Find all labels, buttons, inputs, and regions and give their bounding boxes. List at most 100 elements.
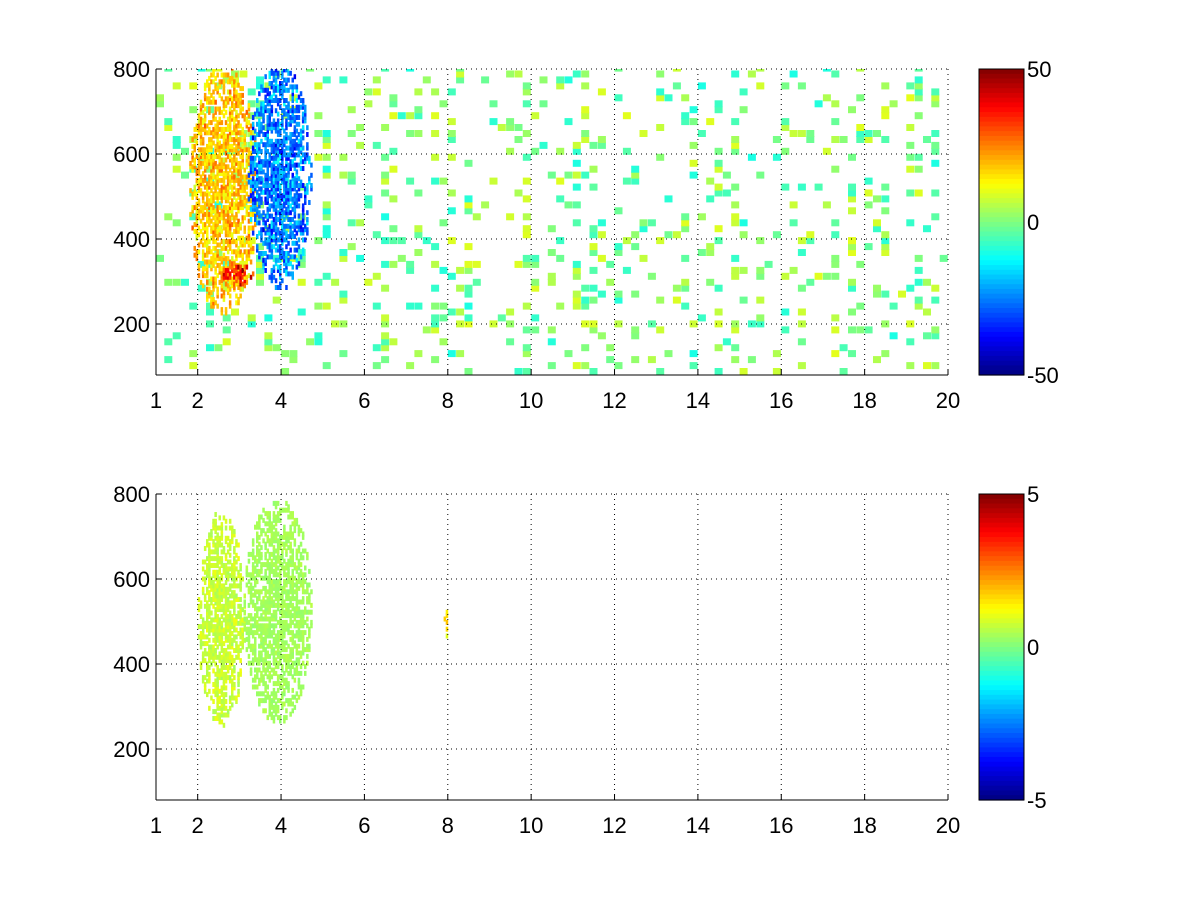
heatmap-cell [283,183,286,188]
heatmap-cell [279,84,282,90]
heatmap-cell [295,633,299,639]
heatmap-cell [489,320,498,328]
heatmap-cell [237,573,240,579]
heatmap-cell [291,664,294,670]
colorbar-segment [979,312,1024,319]
heatmap-cell [297,121,301,127]
heatmap-cell [266,633,269,639]
heatmap-cell [254,128,257,134]
heatmap-cell [226,614,230,619]
heatmap-cell [739,368,748,375]
heatmap-cell [299,562,303,568]
heatmap-cell [299,619,303,625]
colorbar-tick-label: 5 [1027,482,1039,507]
heatmap-cell [281,667,284,673]
heatmap-cell [283,599,286,605]
heatmap-cell [231,191,234,197]
heatmap-cell [206,181,209,187]
heatmap-cell [464,201,473,209]
heatmap-cell [226,256,230,262]
heatmap-cell [260,677,263,683]
heatmap-cell [228,123,232,129]
heatmap-cell [208,222,211,228]
heatmap-cell [289,230,292,236]
heatmap-cell [279,155,282,161]
heatmap-cell [270,84,274,90]
heatmap-cell [214,522,217,528]
heatmap-cell [228,610,232,616]
heatmap-cell [270,531,274,537]
heatmap-cell [287,568,290,574]
heatmap-cell [289,558,292,564]
heatmap-cell [299,599,303,605]
heatmap-cell [299,623,303,629]
heatmap-cell [224,627,228,633]
heatmap-cell [276,704,280,710]
heatmap-cell [231,222,234,228]
heatmap-cell [864,326,873,334]
colorbar-segment [979,83,1024,89]
heatmap-cell [220,215,224,221]
heatmap-cell [270,254,274,260]
heatmap-cell [272,203,276,209]
heatmap-cell [218,133,221,139]
heatmap-cell [258,616,261,622]
heatmap-cell [224,271,228,277]
heatmap-cell [272,500,276,506]
heatmap-cell [222,682,226,687]
heatmap-cell [268,592,271,598]
heatmap-cell [212,522,215,528]
heatmap-cell [256,76,264,84]
heatmap-cell [906,219,915,227]
heatmap-cell [301,630,305,636]
heatmap-cell [231,590,234,596]
heatmap-cell [212,126,215,132]
heatmap-cell [285,162,288,168]
heatmap-cell [254,674,257,680]
heatmap-cell [279,507,282,513]
heatmap-cell [206,266,209,272]
heatmap-cell [281,674,284,680]
heatmap-cell [906,94,915,102]
heatmap-cell [222,133,226,139]
heatmap-cell [239,260,248,268]
heatmap-cell [195,154,199,160]
heatmap-cell [247,88,256,96]
heatmap-cell [283,101,286,107]
heatmap-cell [226,651,230,657]
heatmap-cell [233,665,236,670]
heatmap-cell [293,193,297,199]
heatmap-cell [210,654,213,660]
colorbar-segment [979,551,1024,557]
heatmap-cell [264,230,267,236]
heatmap-cell [291,592,294,598]
heatmap-cell [172,153,181,161]
heatmap-cell [233,106,236,112]
heatmap-cell [214,593,217,599]
heatmap-cell [247,636,251,642]
heatmap-cell [195,208,199,214]
heatmap-cell [226,99,230,105]
heatmap-cell [247,633,251,639]
heatmap-cell [431,260,440,268]
heatmap-cell [831,100,840,108]
heatmap-cell [464,290,473,298]
heatmap-cell [589,183,598,191]
heatmap-cell [235,695,238,701]
heatmap-cell [235,157,238,163]
heatmap-cell [274,196,278,202]
heatmap-cell [245,252,249,258]
heatmap-cell [631,326,640,334]
heatmap-cell [247,551,251,557]
heatmap-cell [226,96,230,102]
heatmap-cell [764,260,773,268]
heatmap-cell [295,169,299,175]
heatmap-cell [281,278,284,284]
heatmap-cell [208,215,211,221]
heatmap-cell [756,272,765,280]
heatmap-cell [606,356,615,364]
heatmap-cell [274,657,278,663]
heatmap-cell [216,286,219,292]
heatmap-cell [297,670,301,676]
heatmap-cell [297,196,301,202]
